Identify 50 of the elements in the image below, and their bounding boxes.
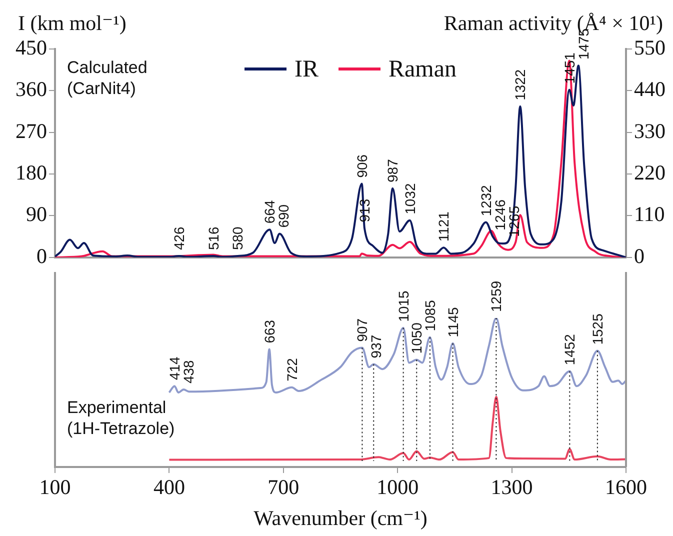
annotation: 1015 [395,290,412,322]
annotation: 1232 [478,184,494,216]
annotation: 414 [166,356,183,380]
annotation: 1525 [589,313,606,345]
annotation: 722 [284,358,300,382]
y2-tick-label: 440 [634,77,666,102]
annotation: 1032 [402,182,418,214]
annotation: 1452 [562,334,578,366]
y2-tick-label: 330 [634,118,666,143]
y-axis-title: I (km mol⁻¹) [18,11,126,35]
annotation: 1265 [506,206,522,238]
annotation: 1121 [436,211,452,242]
x-tick-label: 100 [39,475,71,500]
annotation: 426 [171,226,188,250]
annotation: 1322 [512,69,528,100]
annotation: 1246 [492,199,508,231]
annotation: 1145 [444,307,461,338]
x-axis-title: Wavenumber (cm⁻¹) [254,506,428,530]
x-tick-label: 1600 [605,475,647,500]
annotation: 906 [354,154,370,178]
x-tick-label: 700 [268,475,300,500]
x-tick-label: 400 [153,475,185,500]
annotation: 664 [262,200,278,224]
x-tick-label: 1000 [376,475,419,500]
y2-tick-label: 550 [634,36,666,60]
y-tick-label: 360 [16,77,47,102]
y-tick-label: 450 [16,36,47,60]
annotation: 516 [205,226,222,250]
y-tick-label: 180 [16,160,47,185]
annotation: 663 [261,320,278,344]
annotation: 987 [384,158,401,182]
y2-tick-label: 0 [634,244,644,268]
legend-label: IR [294,56,319,82]
annotation: 913 [356,198,372,222]
legend-label: Raman [388,56,456,82]
annotation: Calculated (CarNit4) [67,58,148,98]
y2-tick-label: 110 [634,202,665,226]
annotation: 580 [230,226,246,250]
annotation: Experimental (1H-Tetrazole) [67,398,175,438]
annotation: 438 [180,360,197,384]
annotation: 907 [354,318,370,342]
y-tick-label: 90 [26,202,47,226]
annotation: 1451 [561,52,578,84]
y2-tick-label: 220 [634,160,666,185]
annotation: 1259 [488,280,504,312]
annotation: 937 [368,334,384,358]
annotation: 690 [276,204,292,228]
y-tick-label: 0 [36,244,47,268]
x-tick-label: 1300 [490,475,533,500]
y-tick-label: 270 [16,118,47,143]
